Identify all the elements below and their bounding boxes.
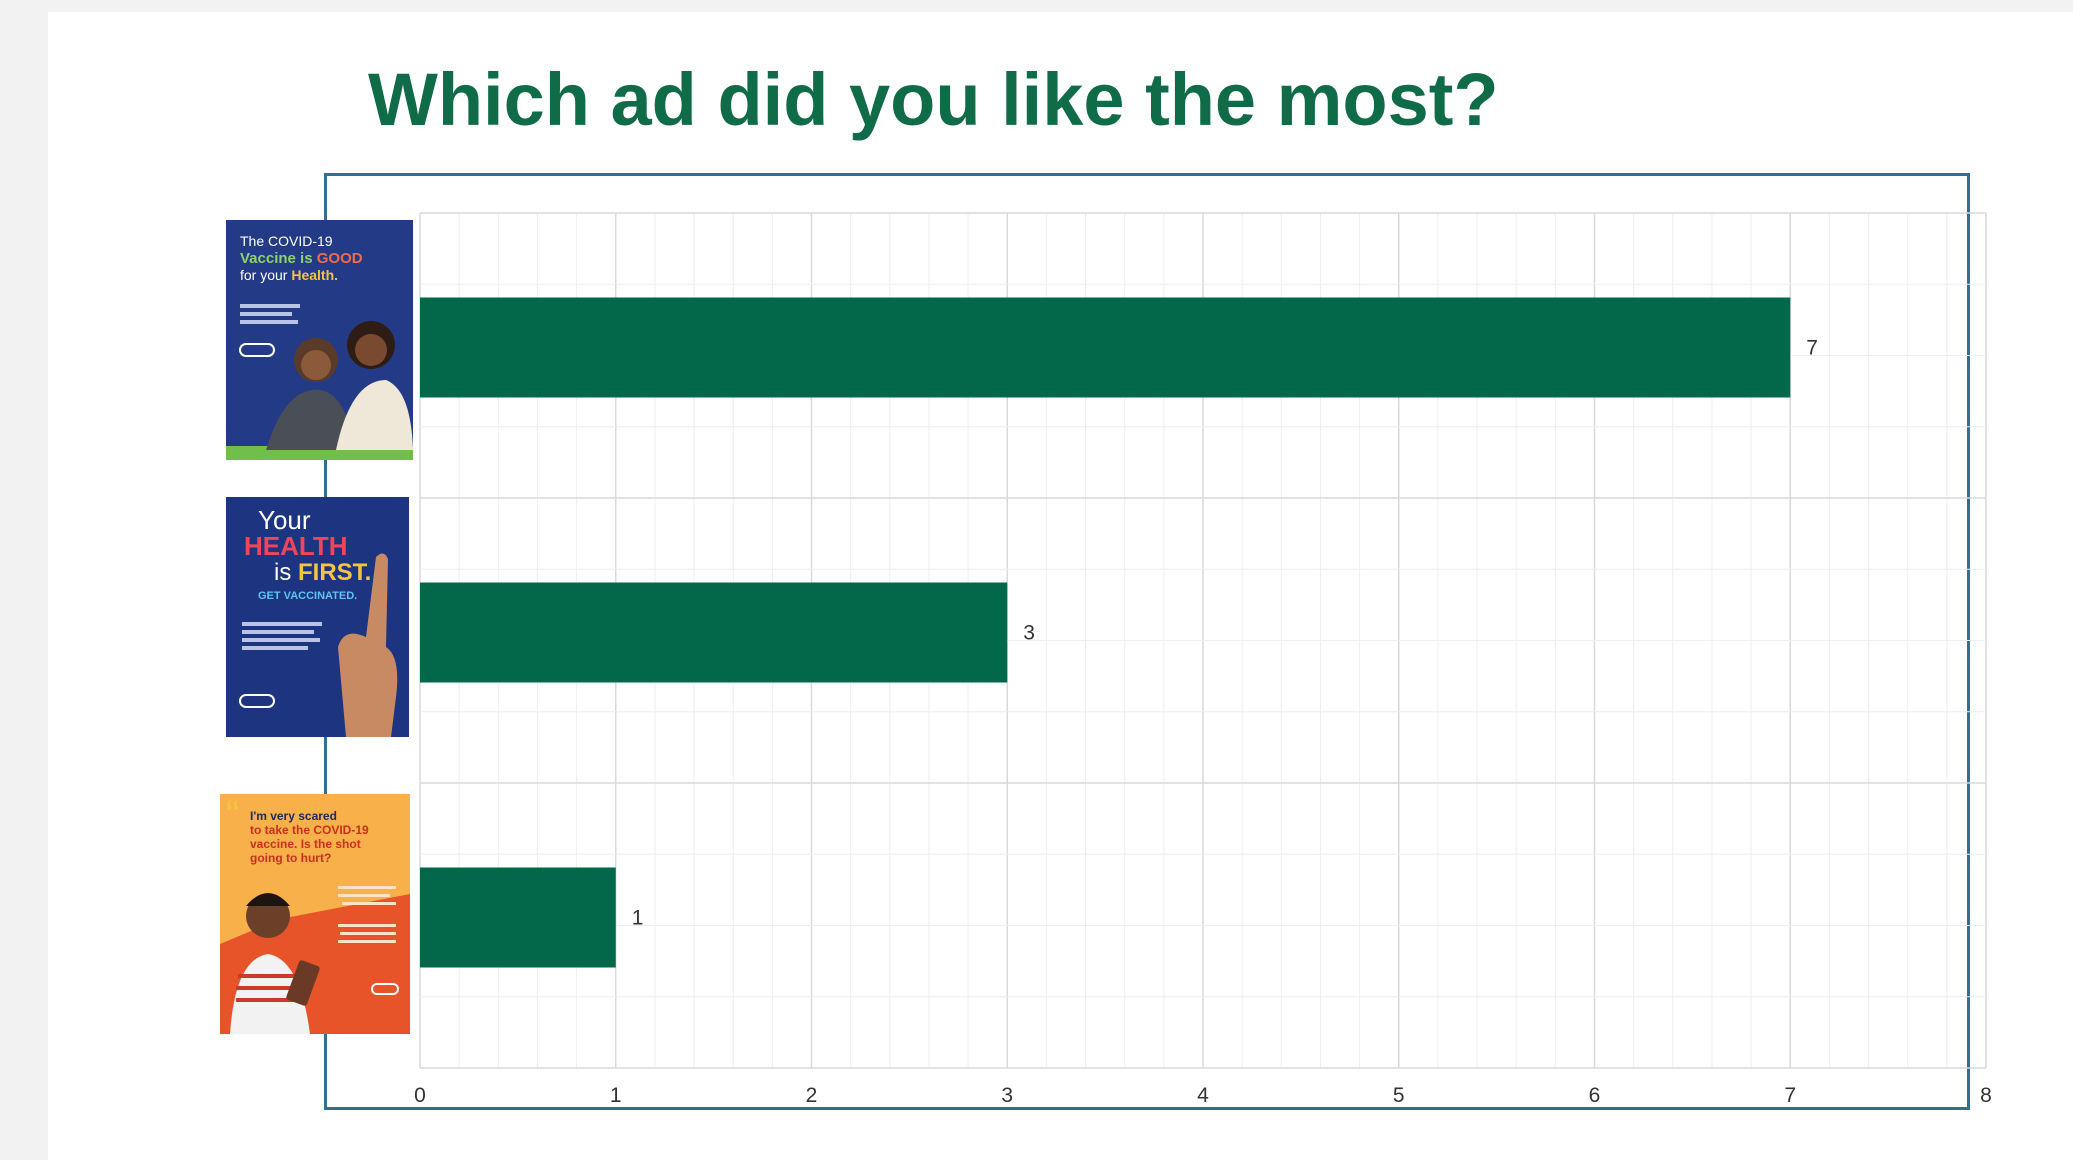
x-tick-label: 0 [414,1084,426,1107]
ad-poster-3: “ I'm very scared to take the COVID-19 v… [220,794,410,1034]
poster-3-line4: going to hurt? [250,851,331,865]
value-label-1: 7 [1806,337,1818,360]
x-axis-tick-labels: 0 1 2 3 4 5 6 7 8 [414,1084,1992,1107]
bar-2 [420,582,1008,683]
poster-2-line1: Your [258,505,311,535]
bar-3 [420,867,616,968]
bar-1 [420,297,1791,398]
x-tick-label: 2 [806,1084,818,1107]
x-tick-label: 7 [1784,1084,1796,1107]
ad-poster-scared-shot-image: “ I'm very scared to take the COVID-19 v… [220,794,410,1034]
poster-1-line3b: Health. [291,267,338,283]
x-tick-label: 6 [1589,1084,1601,1107]
ad-poster-health-first-image: Your HEALTH is FIRST. GET VACCINATED. [226,497,409,737]
poster-2-line4: GET VACCINATED. [258,590,357,602]
poster-2-line2: HEALTH [244,531,348,561]
poster-1-line2b: GOOD [317,250,363,267]
svg-text:“: “ [226,794,239,837]
poster-1-line1: The COVID-19 [240,233,333,249]
svg-text:for your Health.: for your Health. [240,267,338,283]
value-labels: 7 3 1 [632,337,1818,930]
x-tick-label: 3 [1001,1084,1013,1107]
x-tick-label: 5 [1393,1084,1405,1107]
x-tick-label: 8 [1980,1084,1992,1107]
x-tick-label: 1 [610,1084,622,1107]
poster-3-line3: vaccine. Is the shot [250,837,361,851]
poster-3-line1: I'm very scared [250,809,337,823]
chart-title: Which ad did you like the most? [368,58,1499,141]
poster-1-line2a: Vaccine is [240,250,317,267]
poster-1-line3a: for your [240,267,291,283]
x-tick-label: 4 [1197,1084,1209,1107]
ad-poster-2: Your HEALTH is FIRST. GET VACCINATED. [226,497,409,737]
ad-poster-1: The COVID-19 Vaccine is GOOD for your He… [226,220,413,460]
svg-text:is FIRST.: is FIRST. [274,559,371,586]
poster-3-line2: to take the COVID-19 [250,823,369,837]
ad-poster-vaccine-good-image: The COVID-19 Vaccine is GOOD for your He… [226,220,413,460]
poster-2-line3a: is [274,559,298,586]
value-label-2: 3 [1023,622,1035,645]
poster-2-line3b: FIRST. [298,559,371,586]
value-label-3: 1 [632,907,644,930]
bars [420,297,1791,968]
svg-text:Vaccine is GOOD: Vaccine is GOOD [240,250,363,267]
